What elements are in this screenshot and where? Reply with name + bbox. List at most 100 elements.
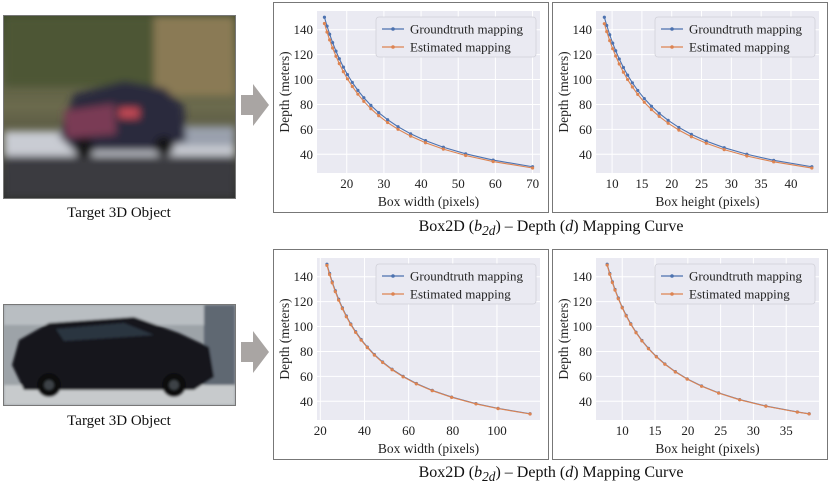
data-point	[450, 395, 454, 399]
x-tick-label: 50	[452, 176, 465, 191]
x-tick-label: 30	[377, 176, 390, 191]
data-point	[764, 404, 768, 408]
data-point	[377, 111, 381, 115]
data-point	[322, 21, 327, 26]
data-point	[341, 65, 345, 69]
car-photo-1	[4, 16, 235, 198]
legend-marker-2	[391, 45, 395, 49]
data-point	[386, 120, 390, 125]
data-point	[620, 306, 624, 310]
chart-2: 10 15 20 25 30 35 40 40 60 80 100 120 140 Box height …	[556, 11, 819, 209]
y-axis-label: Depth (meters)	[277, 51, 292, 132]
data-point	[325, 30, 329, 34]
y-tick-label: 100	[294, 319, 314, 334]
data-point	[616, 297, 620, 301]
y-tick-label: 120	[294, 47, 314, 62]
legend-label-2: Estimated mapping	[689, 40, 790, 55]
y-tick-label: 40	[300, 147, 313, 162]
x-tick-label: 15	[635, 176, 648, 191]
x-tick-label: 15	[649, 423, 662, 438]
data-point	[642, 96, 646, 101]
data-point	[365, 346, 369, 350]
data-point	[626, 73, 630, 77]
x-tick-label: 30	[747, 423, 760, 438]
data-point	[496, 407, 500, 411]
data-point	[605, 30, 609, 34]
data-point	[617, 57, 621, 61]
x-tick-label: 25	[714, 423, 727, 438]
object-label-2: Target 3D Object	[67, 413, 171, 429]
data-point	[629, 322, 633, 326]
y-axis-label: Depth (meters)	[277, 298, 292, 379]
y-tick-label: 120	[294, 294, 314, 309]
arrow-icon-2	[241, 331, 269, 373]
data-point	[630, 81, 634, 85]
chart-frame-3: 20 40 60 80 100 40 60 80 100 120 140 Box width (pix…	[273, 249, 549, 460]
data-point	[423, 141, 428, 145]
y-tick-label: 60	[579, 369, 592, 384]
data-point	[354, 330, 358, 335]
data-point	[624, 314, 628, 318]
data-point	[689, 132, 694, 136]
data-point	[772, 160, 776, 164]
data-point	[464, 153, 468, 158]
legend-box	[654, 16, 816, 58]
data-point	[396, 125, 400, 129]
data-point	[356, 92, 360, 96]
data-point	[362, 99, 366, 103]
legend-label-2: Estimated mapping	[689, 287, 790, 302]
x-tick-label: 35	[780, 423, 793, 438]
data-point	[673, 370, 677, 374]
x-tick-label: 35	[755, 176, 768, 191]
data-point	[345, 77, 350, 81]
x-tick-label: 20	[314, 423, 327, 438]
x-tick-label: 10	[616, 423, 629, 438]
data-point	[430, 389, 434, 393]
y-tick-label: 140	[573, 269, 593, 284]
legend-marker-1	[391, 274, 395, 278]
data-point	[530, 166, 535, 170]
legend-box	[375, 263, 537, 305]
data-point	[333, 290, 337, 294]
data-point	[602, 15, 606, 19]
data-point	[613, 288, 617, 292]
data-point	[331, 46, 335, 50]
data-point	[677, 125, 681, 130]
chart-frame-2: 10 15 20 25 30 35 40 40 60 80 100 120 140 Box height …	[552, 2, 828, 213]
data-point	[337, 57, 341, 61]
y-tick-label: 60	[300, 369, 313, 384]
y-tick-label: 40	[579, 147, 592, 162]
data-point	[380, 360, 385, 365]
mapping-caption-1: Box2D (b2d) – Depth (d) Mapping Curve	[418, 218, 684, 239]
legend-box	[654, 263, 816, 305]
data-point	[685, 377, 689, 381]
y-axis-label: Depth (meters)	[556, 298, 571, 379]
data-point	[325, 24, 329, 28]
legend-marker-2	[391, 292, 395, 296]
y-tick-label: 80	[579, 344, 592, 359]
data-point	[328, 32, 332, 36]
data-point	[608, 38, 612, 43]
x-axis-label: Box height (pixels)	[655, 194, 759, 209]
data-point	[334, 49, 338, 53]
y-tick-label: 120	[573, 47, 593, 62]
data-point	[689, 135, 694, 139]
data-point	[621, 65, 626, 70]
chart-1: 20 30 40 50 60 70 40 60 80 100 120 140 Box width (pi…	[277, 11, 540, 209]
x-axis-label: Box width (pixels)	[378, 194, 479, 209]
data-point	[640, 339, 644, 343]
data-point	[666, 121, 670, 125]
y-tick-label: 80	[579, 97, 592, 112]
data-point	[409, 134, 413, 138]
data-point	[369, 107, 373, 111]
data-point	[611, 47, 615, 51]
chart-frame-4: 10 15 20 25 30 35 40 60 80 100 120 140 Box height (p…	[552, 249, 828, 460]
x-tick-label: 10	[606, 176, 619, 191]
y-tick-label: 120	[573, 294, 593, 309]
data-point	[344, 315, 348, 319]
target-object-photo-1	[3, 15, 236, 199]
data-point	[341, 70, 345, 74]
data-point	[345, 73, 350, 77]
data-point	[654, 355, 658, 359]
